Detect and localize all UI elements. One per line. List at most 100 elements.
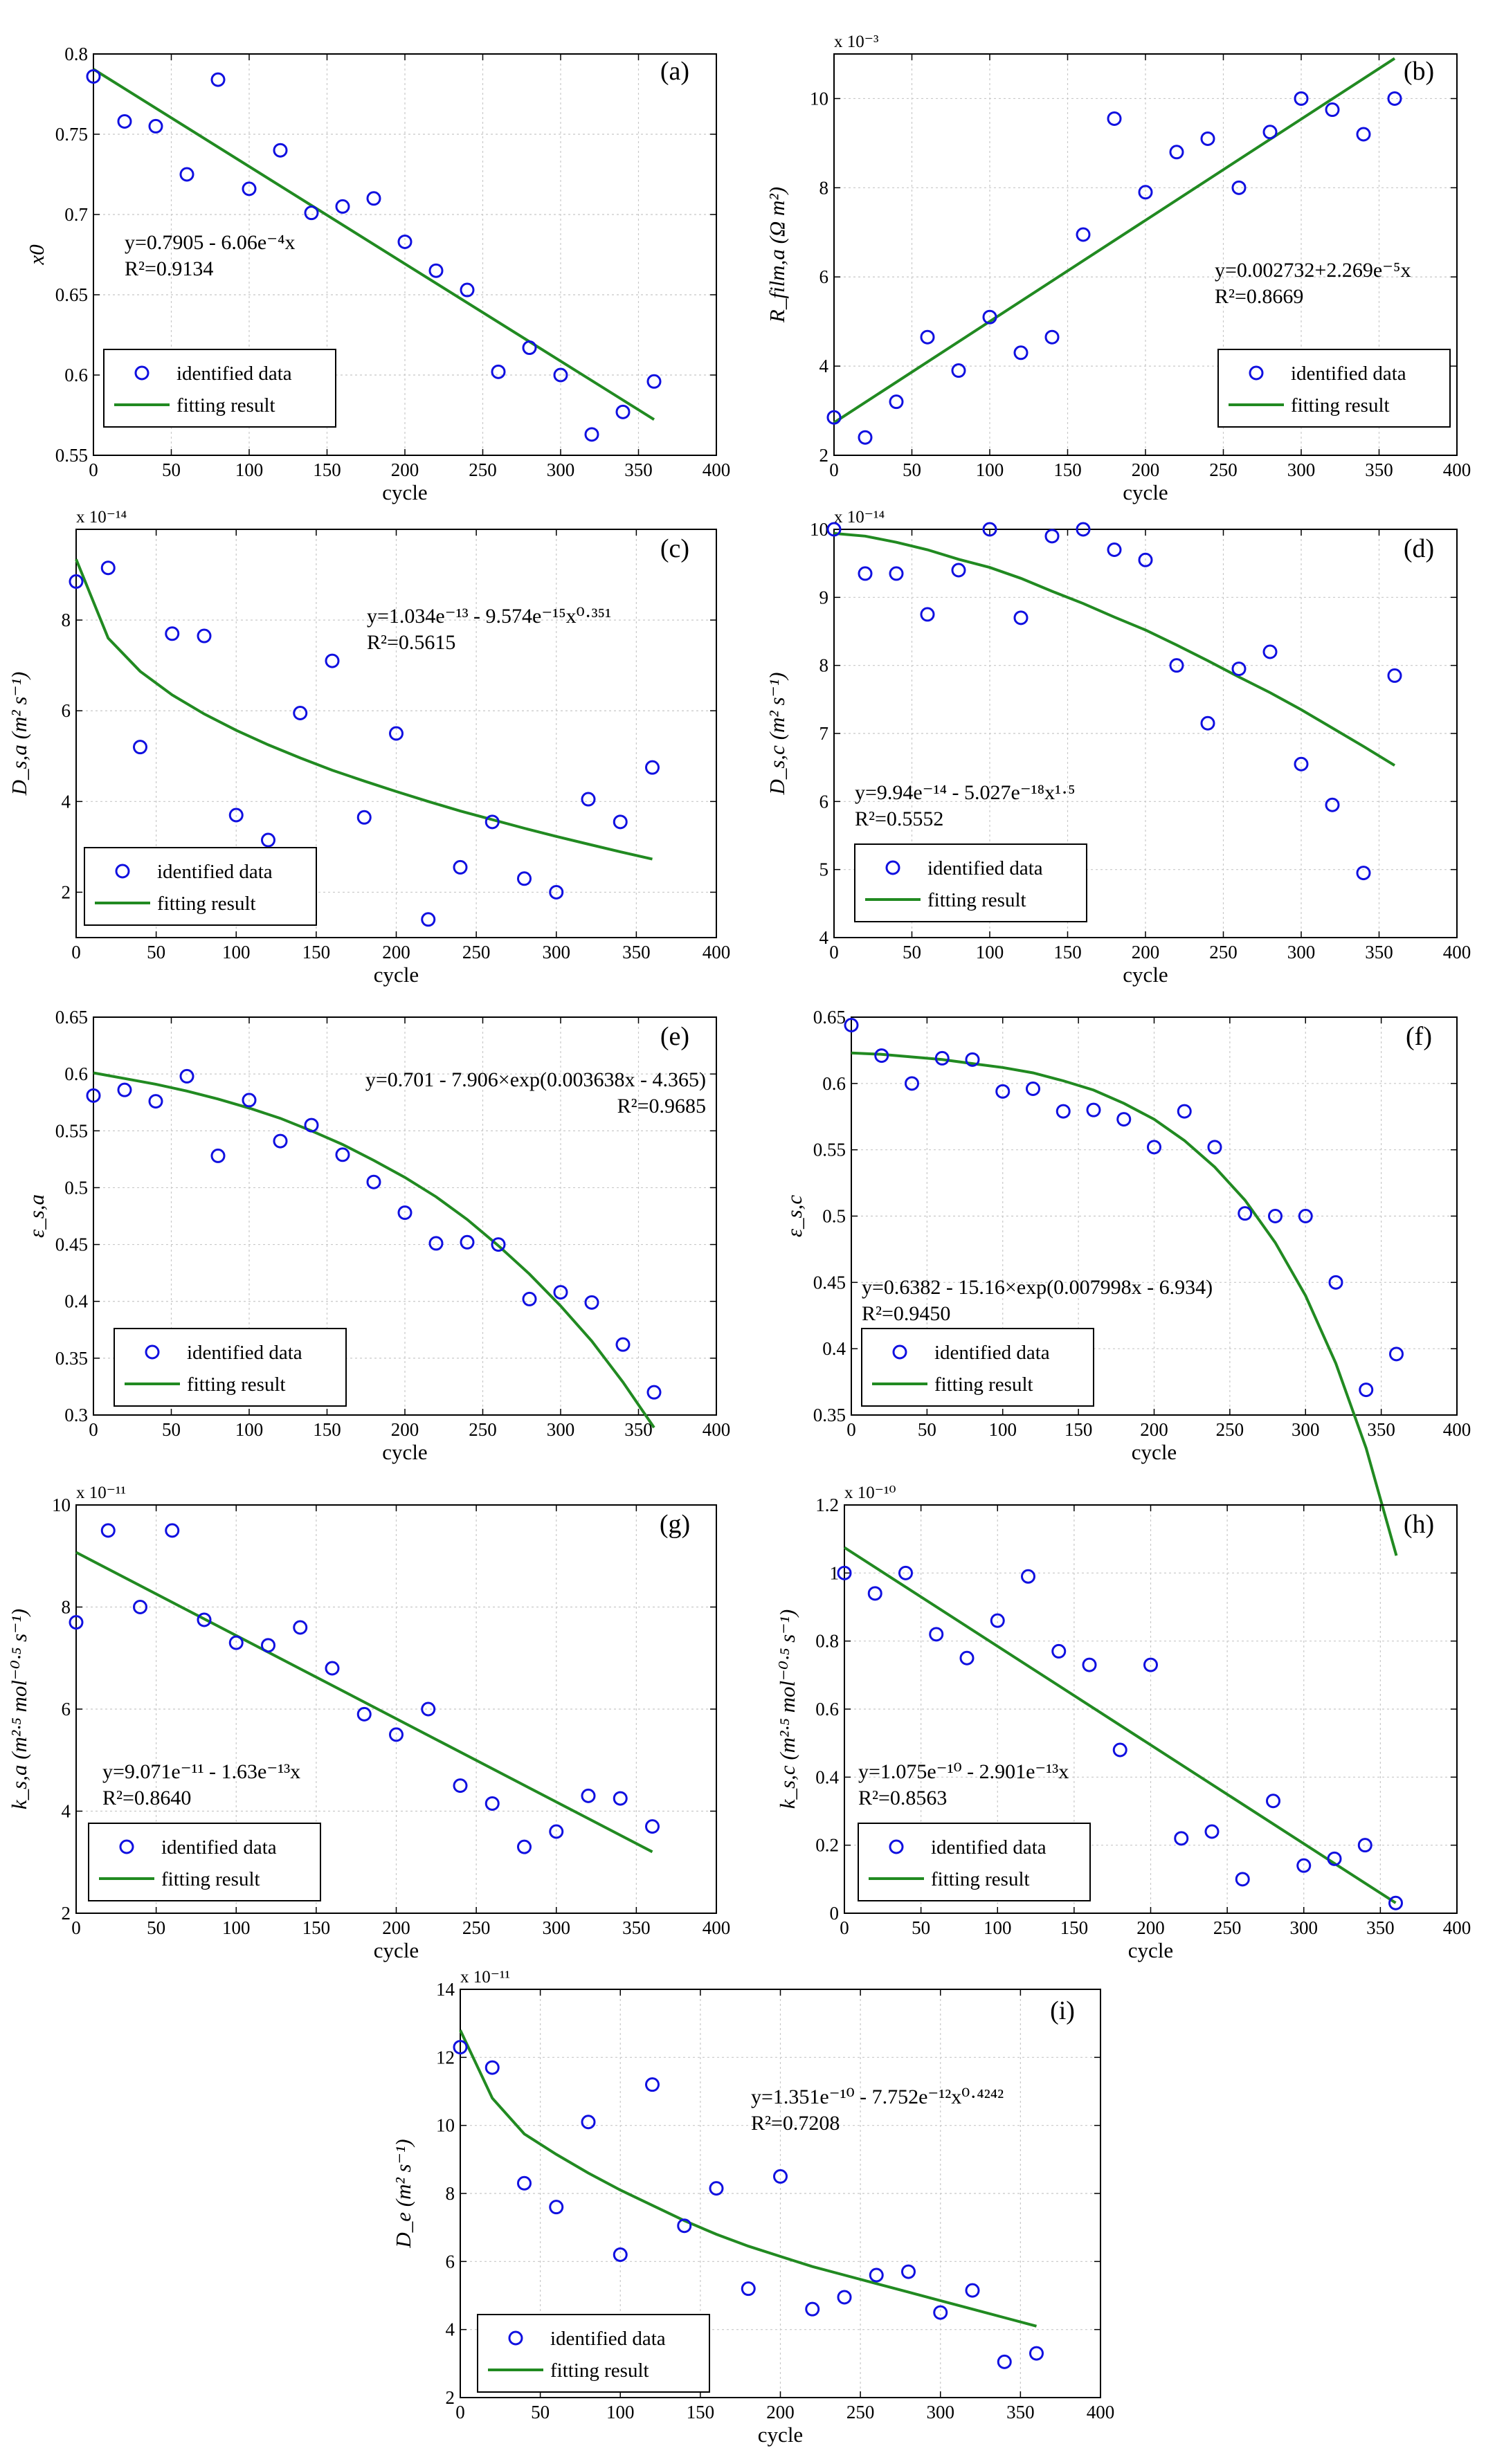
data-point [421, 1701, 436, 1717]
data-point [951, 363, 966, 378]
data-point [460, 1234, 475, 1250]
x-tick-label: 250 [1213, 1917, 1242, 1938]
x-tick-label: 100 [984, 1917, 1012, 1938]
x-tick-label: 200 [1132, 942, 1160, 962]
x-tick-label: 350 [624, 459, 653, 480]
axis-exponent: x 10⁻³ [834, 33, 879, 51]
data-point [1235, 1872, 1250, 1887]
panel-label: (i) [1050, 1996, 1075, 2025]
x-tick-label: 50 [903, 459, 921, 480]
x-tick-label: 350 [1365, 942, 1393, 962]
data-point [1044, 329, 1060, 345]
x-tick-label: 50 [903, 942, 921, 962]
data-point [826, 410, 842, 425]
data-point [1086, 1102, 1101, 1117]
data-point [148, 1094, 163, 1109]
data-point [356, 810, 372, 825]
data-point [1231, 661, 1247, 677]
data-point [133, 740, 147, 755]
data-point [1076, 227, 1091, 242]
x-tick-label: 400 [703, 942, 731, 962]
data-point [1356, 866, 1371, 881]
x-tick-label: 150 [1053, 459, 1082, 480]
data-point [228, 1635, 244, 1650]
y-axis-label: R_film,a (Ω m²) [765, 187, 789, 323]
data-point [1327, 1851, 1342, 1866]
data-point [889, 566, 904, 581]
data-point [995, 1084, 1011, 1099]
data-point [709, 2181, 724, 2196]
legend: identified data fitting result [1217, 349, 1451, 428]
legend: identified data fitting result [477, 2314, 710, 2393]
data-point [1387, 668, 1402, 683]
data-point [197, 628, 212, 644]
panel-f: 0 50 100 150 200 250 300 350 400 0.35 0.4 0.45 0.5 0.… [782, 1007, 1471, 1556]
data-point [335, 1147, 350, 1162]
legend-data-marker [134, 365, 150, 381]
data-point [484, 1796, 500, 1811]
x-tick-label: 400 [703, 1917, 731, 1938]
data-point [100, 560, 116, 576]
y-tick-label: 0.8 [815, 1631, 839, 1652]
legend: identified data fitting result [858, 1823, 1091, 1901]
y-tick-label: 10 [810, 88, 828, 109]
data-point [773, 2169, 788, 2184]
data-point [453, 2040, 468, 2055]
x-tick-label: 0 [829, 459, 839, 480]
x-axis-label: cycle [382, 480, 427, 504]
data-point [982, 522, 997, 537]
legend-box [854, 843, 1087, 922]
data-point [1013, 345, 1029, 361]
fit-r-squared: R²=0.7208 [751, 2112, 840, 2135]
x-tick-label: 150 [687, 2402, 715, 2422]
data-point [453, 1778, 468, 1794]
data-point [1051, 1643, 1067, 1659]
data-point [453, 859, 468, 875]
data-point [858, 430, 873, 445]
data-point [1138, 185, 1153, 200]
panel-label: (d) [1404, 534, 1434, 563]
data-point [837, 1565, 852, 1580]
data-point [1238, 1206, 1253, 1221]
panel-i: 0 50 100 150 200 250 300 350 400 2 4 6 8 10 12 14 x 10⁻¹… [391, 1968, 1114, 2447]
y-tick-label: 4 [819, 356, 829, 376]
panel-label: (g) [660, 1510, 690, 1539]
y-tick-label: 8 [62, 1597, 71, 1618]
data-point [905, 1076, 919, 1091]
x-tick-label: 0 [840, 1917, 849, 1938]
legend-data-marker [889, 1839, 904, 1854]
y-tick-label: 0.4 [822, 1338, 846, 1359]
panel-label: (f) [1406, 1022, 1432, 1051]
data-point [933, 2305, 948, 2320]
y-tick-label: 4 [819, 927, 829, 948]
x-tick-label: 300 [543, 1917, 571, 1938]
data-point [1388, 1895, 1403, 1910]
x-tick-label: 150 [302, 1917, 331, 1938]
data-point [581, 2115, 596, 2130]
data-point [929, 1627, 944, 1642]
legend-box [861, 1328, 1094, 1407]
y-tick-label: 0.6 [815, 1699, 839, 1719]
x-tick-label: 250 [469, 1419, 497, 1440]
x-tick-label: 400 [1443, 942, 1471, 962]
fit-equation: y=0.6382 - 15.16×exp(0.007998x - 6.934) [862, 1276, 1213, 1299]
data-point [1357, 1838, 1372, 1853]
y-tick-label: 0.3 [64, 1405, 88, 1425]
x-tick-label: 200 [382, 1917, 410, 1938]
data-point [1112, 1742, 1127, 1758]
fit-equation: y=0.002732+2.269e⁻⁵x [1215, 259, 1411, 282]
x-tick-label: 150 [302, 942, 331, 962]
data-point [613, 1791, 628, 1806]
data-point [1325, 102, 1340, 118]
y-tick-label: 8 [446, 2183, 455, 2204]
fitting-result-line [75, 558, 653, 861]
x-tick-label: 200 [766, 2402, 795, 2422]
data-point [389, 1727, 404, 1742]
data-point [522, 340, 537, 356]
y-tick-label: 0.6 [64, 365, 88, 385]
data-point [646, 1385, 662, 1400]
data-point [484, 814, 500, 830]
data-point [335, 199, 350, 214]
legend-data-label: identified data [931, 1836, 1047, 1859]
